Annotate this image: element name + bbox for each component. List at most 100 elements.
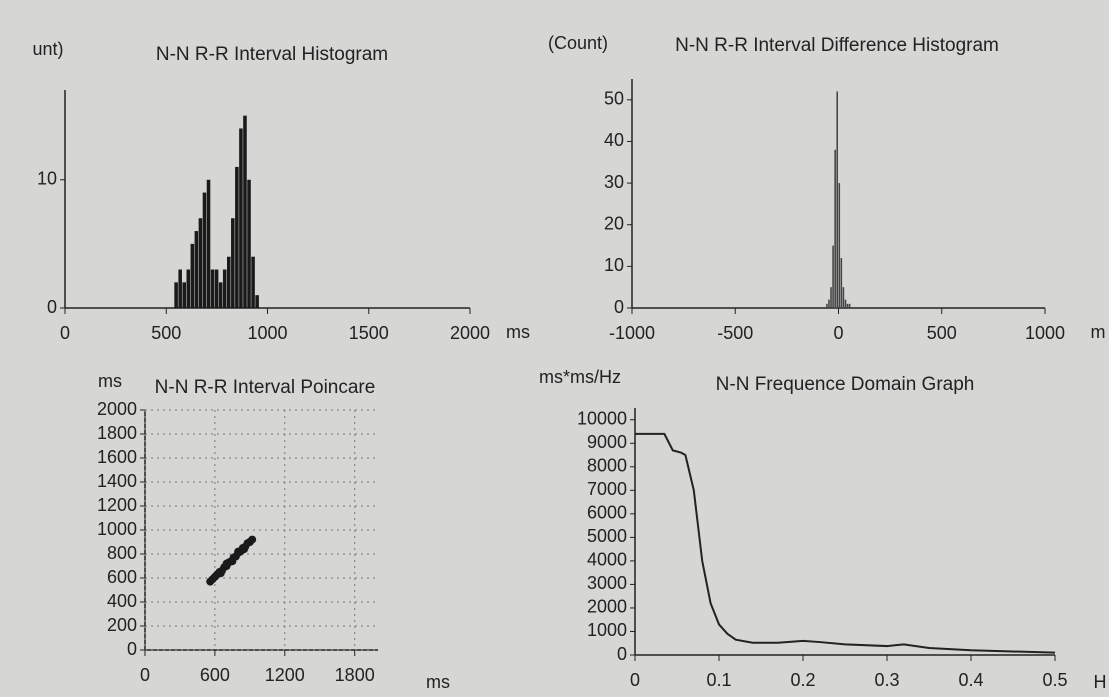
- chart-title: N-N R-R Interval Poincare: [155, 377, 376, 398]
- y-tick-label: 2000: [97, 399, 137, 419]
- bar: [202, 192, 207, 308]
- bar: [190, 243, 195, 308]
- x-tick-label: 0.4: [958, 670, 983, 690]
- bar: [834, 149, 836, 308]
- y-tick-label: 8000: [587, 456, 627, 476]
- x-tick-label: 0: [140, 665, 150, 685]
- point: [216, 569, 225, 578]
- y-tick-label: 400: [107, 591, 137, 611]
- chart-title: N-N R-R Interval Histogram: [156, 44, 388, 65]
- x-tick-label: 0.3: [874, 670, 899, 690]
- x-tick-label: 1000: [247, 323, 287, 343]
- y-tick-label: 1600: [97, 447, 137, 467]
- x-tick-label: -500: [717, 323, 753, 343]
- x-axis-label: m: [1091, 322, 1106, 342]
- x-axis-label: ms: [426, 672, 450, 692]
- x-tick-label: 1800: [335, 665, 375, 685]
- bar: [828, 299, 830, 308]
- bar: [194, 231, 199, 308]
- y-axis-label: (Count): [548, 33, 608, 53]
- y-tick-label: 600: [107, 567, 137, 587]
- x-tick-label: 1000: [1025, 323, 1065, 343]
- y-tick-label: 0: [47, 297, 57, 317]
- x-tick-label: 0.5: [1042, 670, 1067, 690]
- y-tick-label: 10: [37, 169, 57, 189]
- bar: [243, 115, 247, 308]
- bar: [178, 269, 182, 308]
- y-axis-label: unt): [32, 39, 63, 59]
- bar: [842, 287, 845, 308]
- point: [228, 557, 237, 566]
- bar: [231, 218, 235, 308]
- y-tick-label: 30: [604, 172, 624, 192]
- bar: [251, 256, 255, 308]
- bar: [222, 269, 227, 308]
- chart-title: N-N R-R Interval Difference Histogram: [675, 35, 999, 56]
- bar: [182, 282, 186, 308]
- bar: [239, 128, 243, 308]
- bar: [844, 299, 847, 308]
- y-tick-label: 800: [107, 543, 137, 563]
- bar: [174, 282, 178, 308]
- bar: [198, 218, 203, 308]
- y-tick-label: 3000: [587, 573, 627, 593]
- x-tick-label: 2000: [450, 323, 490, 343]
- x-tick-label: 0.2: [790, 670, 815, 690]
- y-tick-label: 10000: [577, 409, 627, 429]
- bar: [826, 303, 828, 308]
- y-tick-label: 10: [604, 255, 624, 275]
- point: [240, 545, 249, 554]
- line: [635, 432, 1056, 654]
- x-tick-label: 0: [630, 670, 640, 690]
- y-tick-label: 6000: [587, 503, 627, 523]
- bar: [848, 303, 851, 308]
- x-tick-label: 0: [833, 323, 843, 343]
- bar: [830, 287, 832, 308]
- x-tick-label: 1200: [265, 665, 305, 685]
- bar: [214, 269, 219, 308]
- bar: [836, 91, 838, 308]
- y-tick-label: 7000: [587, 479, 627, 499]
- bar: [218, 282, 223, 308]
- y-tick-label: 0: [127, 639, 137, 659]
- x-tick-label: 1500: [349, 323, 389, 343]
- bar: [846, 303, 849, 308]
- x-axis-label: ms: [506, 322, 530, 342]
- y-tick-label: 4000: [587, 550, 627, 570]
- y-axis-label: ms: [98, 371, 122, 391]
- y-tick-label: 9000: [587, 432, 627, 452]
- y-tick-label: 40: [604, 130, 624, 150]
- x-tick-label: 500: [927, 323, 957, 343]
- y-axis-label: ms*ms/Hz: [539, 367, 621, 387]
- bar: [255, 295, 259, 308]
- x-tick-label: 0.1: [706, 670, 731, 690]
- bar: [247, 179, 251, 308]
- x-tick-label: 0: [60, 323, 70, 343]
- bar: [227, 256, 231, 308]
- y-tick-label: 1000: [587, 620, 627, 640]
- point: [248, 535, 257, 544]
- y-tick-label: 1000: [97, 519, 137, 539]
- y-tick-label: 50: [604, 89, 624, 109]
- bar: [235, 166, 239, 308]
- y-tick-label: 0: [617, 644, 627, 664]
- y-tick-label: 20: [604, 213, 624, 233]
- y-tick-label: 1800: [97, 423, 137, 443]
- y-tick-label: 0: [614, 297, 624, 317]
- x-tick-label: 500: [151, 323, 181, 343]
- bar: [838, 183, 841, 308]
- bar: [210, 269, 215, 308]
- y-tick-label: 5000: [587, 526, 627, 546]
- x-axis-label: H: [1094, 672, 1107, 692]
- y-tick-label: 2000: [587, 597, 627, 617]
- bar: [206, 179, 211, 308]
- chart-title: N-N Frequence Domain Graph: [716, 374, 975, 395]
- x-tick-label: -1000: [609, 323, 655, 343]
- x-tick-label: 600: [200, 665, 230, 685]
- bar: [832, 245, 834, 308]
- y-tick-label: 200: [107, 615, 137, 635]
- y-tick-label: 1200: [97, 495, 137, 515]
- bar: [840, 258, 843, 308]
- y-tick-label: 1400: [97, 471, 137, 491]
